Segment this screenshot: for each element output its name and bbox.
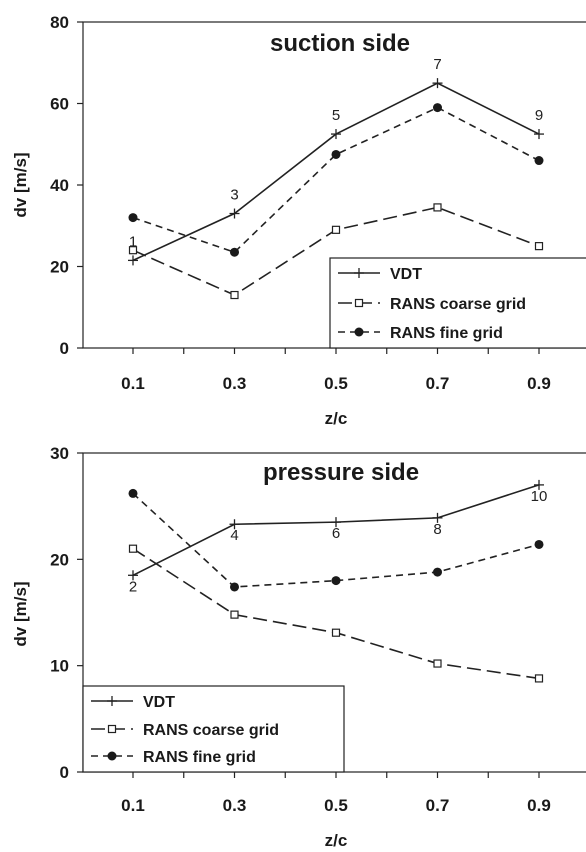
series-rans-fine-grid	[128, 103, 544, 257]
x-tick-label: 0.5	[324, 374, 348, 393]
data-point	[534, 479, 544, 490]
series-line	[132, 106, 540, 254]
data-point	[331, 628, 341, 637]
legend: VDT RANS coarse grid RANS fine grid	[329, 257, 586, 349]
y-axis-title: dv [m/s]	[11, 152, 30, 217]
data-point	[128, 246, 138, 255]
data-point	[433, 659, 442, 668]
data-point	[331, 517, 341, 528]
y-tick-label: 40	[50, 176, 69, 195]
y-tick-label: 60	[50, 95, 69, 114]
chart-title: pressure side	[263, 459, 419, 486]
x-tick-label: 0.1	[121, 374, 145, 393]
x-axis-title: z/c	[325, 409, 348, 428]
data-point	[432, 512, 443, 523]
point-label: 4	[230, 527, 238, 544]
y-tick-label: 0	[60, 339, 69, 358]
data-point	[128, 213, 138, 223]
y-tick-label: 30	[50, 444, 69, 463]
chart-2: 0 10 20 30 0.1 0.3 0.5 0.7 0.9 z/c dv [m/s] pressur…	[11, 444, 586, 850]
data-point	[433, 203, 442, 212]
point-label: 1	[129, 233, 137, 250]
x-tick-label: 0.9	[527, 374, 551, 393]
x-tick-label: 0.3	[223, 796, 247, 815]
legend-label: RANS coarse grid	[390, 296, 526, 313]
data-point	[331, 225, 341, 234]
x-tick-label: 0.7	[426, 796, 450, 815]
chart-1: 0 20 40 60 80 0.1 0.3 0.5 0.7 0.9 z/c dv [m/s] sucti…	[11, 13, 586, 428]
data-point	[128, 544, 138, 553]
data-point	[432, 78, 443, 89]
legend-marker	[354, 298, 364, 308]
data-point	[128, 488, 138, 498]
legend-item: RANS coarse grid	[338, 296, 526, 313]
legend-marker	[354, 268, 364, 278]
data-point	[128, 570, 138, 581]
series-rans-coarse-grid	[128, 203, 544, 300]
y-tick-label: 10	[50, 657, 69, 676]
legend-label: RANS coarse grid	[143, 722, 279, 739]
series-vdt	[128, 78, 544, 266]
legend-marker	[354, 327, 364, 337]
data-point	[230, 610, 239, 619]
data-point	[229, 519, 240, 530]
x-tick-label: 0.3	[223, 374, 247, 393]
data-point	[128, 255, 138, 266]
chart-title: suction side	[270, 30, 410, 57]
x-tick-label: 0.5	[324, 796, 348, 815]
data-point	[534, 242, 544, 251]
legend-label: RANS fine grid	[390, 325, 503, 342]
legend-item: VDT	[338, 266, 422, 283]
y-axis-title: dv [m/s]	[11, 581, 30, 646]
data-point	[534, 156, 544, 166]
legend-label: VDT	[390, 266, 422, 283]
data-point	[331, 149, 341, 159]
point-label: 5	[332, 107, 340, 124]
x-tick-label: 0.1	[121, 796, 145, 815]
point-label: 10	[531, 488, 548, 505]
x-tick-label: 0.7	[426, 374, 450, 393]
x-axis-title: z/c	[325, 831, 348, 850]
series-vdt	[128, 479, 544, 581]
series-line	[132, 548, 540, 680]
x-tick-label: 0.9	[527, 796, 551, 815]
data-point	[230, 247, 239, 257]
data-point	[433, 567, 442, 577]
y-tick-label: 80	[50, 13, 69, 32]
legend-item: RANS coarse grid	[91, 722, 279, 739]
point-label: 6	[332, 525, 340, 542]
series-line	[132, 492, 540, 588]
legend-marker	[107, 751, 117, 761]
data-point	[534, 674, 544, 683]
data-point	[331, 576, 341, 586]
data-point	[331, 129, 341, 140]
legend-label: RANS fine grid	[143, 749, 256, 766]
data-point	[433, 103, 442, 113]
y-tick-label: 20	[50, 550, 69, 569]
legend-item: VDT	[91, 694, 175, 711]
point-label: 8	[433, 521, 441, 538]
series-rans-fine-grid	[128, 488, 544, 592]
y-tick-label: 0	[60, 763, 69, 782]
y-tick-label: 20	[50, 258, 69, 277]
legend-item: RANS fine grid	[338, 325, 503, 342]
point-label: 9	[535, 107, 543, 124]
data-point	[229, 208, 240, 219]
legend-item: RANS fine grid	[91, 749, 256, 766]
data-point	[230, 290, 239, 300]
legend-label: VDT	[143, 694, 175, 711]
point-label: 7	[433, 56, 441, 73]
legend-marker	[107, 696, 117, 706]
point-label: 2	[129, 578, 137, 595]
data-point	[534, 129, 544, 140]
point-label: 3	[230, 187, 238, 204]
legend: VDT RANS coarse grid RANS fine grid	[82, 685, 345, 773]
legend-marker	[107, 724, 117, 734]
data-point	[534, 539, 544, 549]
series-rans-coarse-grid	[128, 544, 544, 683]
data-point	[230, 582, 239, 592]
